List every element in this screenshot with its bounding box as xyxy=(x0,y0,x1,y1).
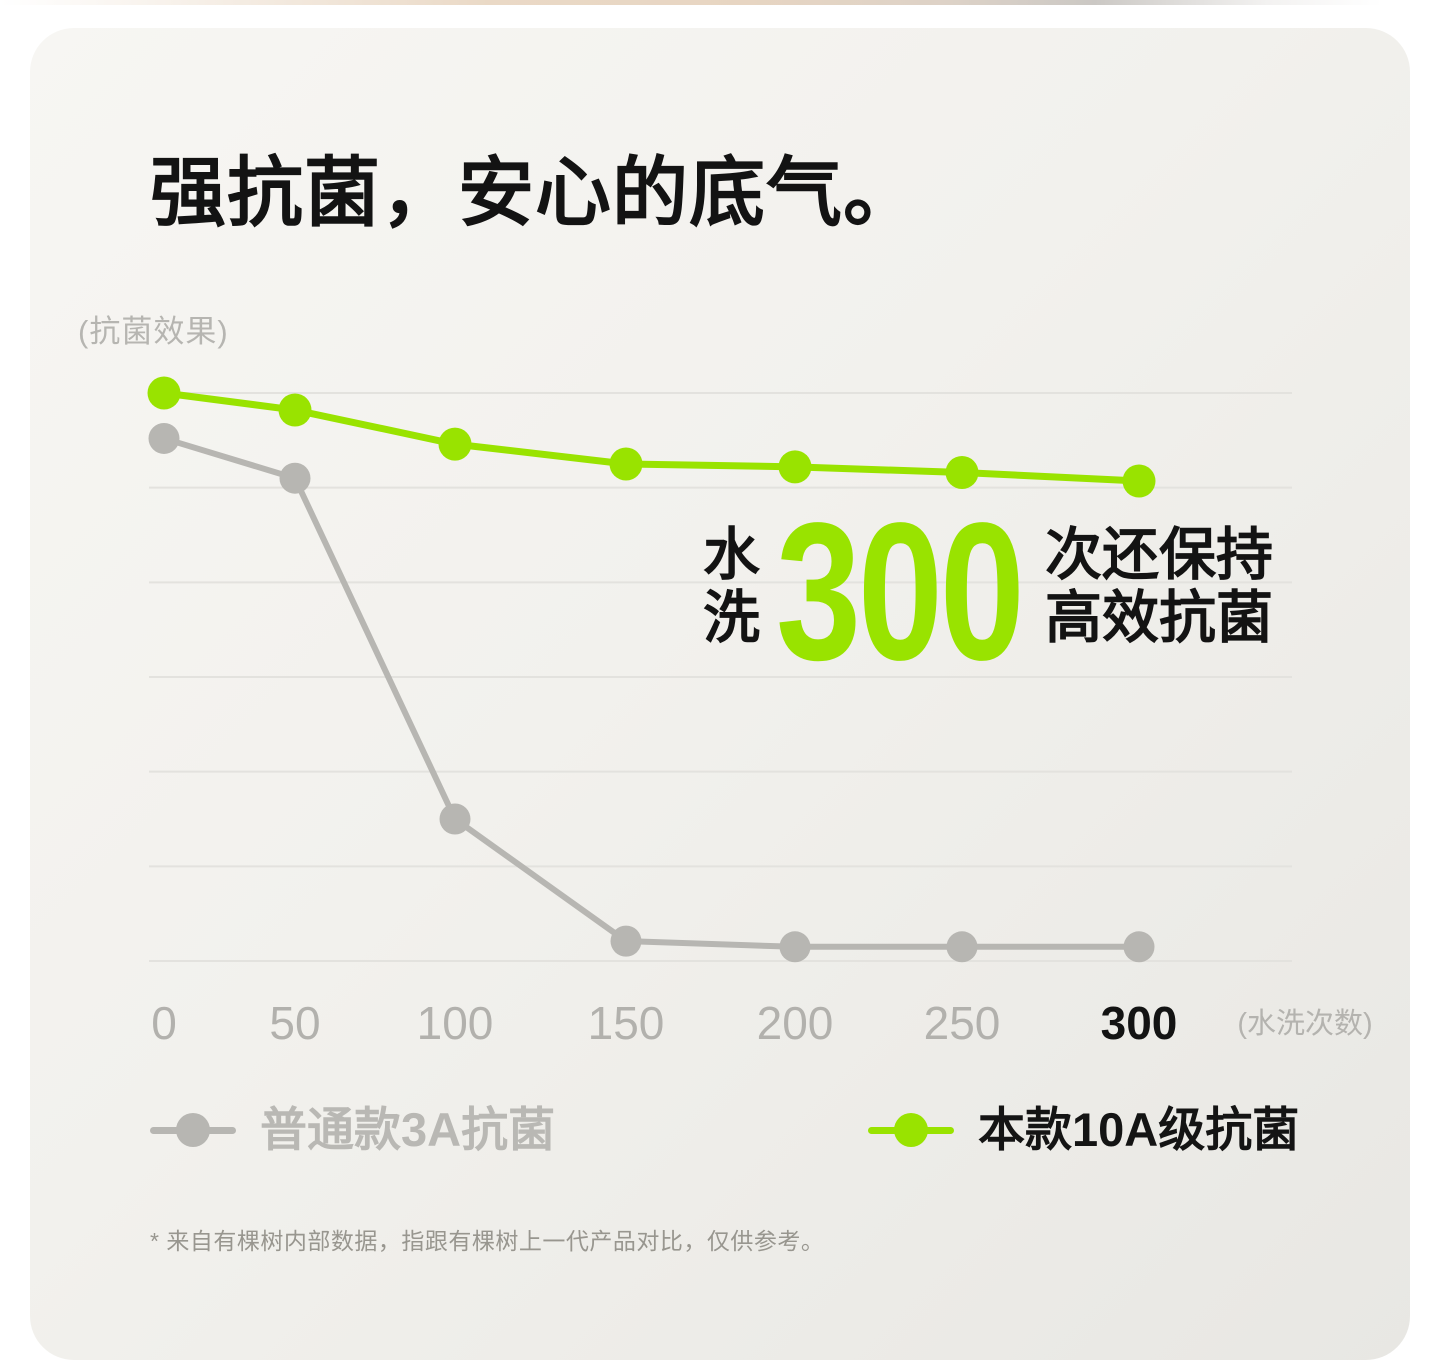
callout-right-text: 次还保持 高效抗菌 xyxy=(1045,522,1274,652)
page-title: 强抗菌，安心的底气。 xyxy=(150,151,920,236)
x-tick-label: 150 xyxy=(587,997,665,1049)
callout-right-line1: 次还保持 xyxy=(1045,522,1274,587)
x-tick-label: 100 xyxy=(416,997,494,1049)
x-tick-label: 250 xyxy=(923,997,1001,1049)
x-tick-label: 50 xyxy=(269,997,321,1049)
x-tick-label: 300 xyxy=(1100,997,1178,1049)
x-axis-unit: (水洗次数) xyxy=(1237,1008,1373,1040)
legend-dot-icon xyxy=(176,1113,210,1147)
data-point xyxy=(279,462,311,494)
data-point xyxy=(1123,931,1155,963)
callout-left-text: 水 洗 xyxy=(703,522,760,652)
callout-number: 300 xyxy=(776,482,1025,701)
data-point xyxy=(610,925,642,957)
data-point xyxy=(439,803,471,835)
data-point xyxy=(278,393,312,427)
callout-left-line1: 水 xyxy=(703,522,760,587)
callout-right-line2: 高效抗菌 xyxy=(1045,586,1274,651)
data-point xyxy=(148,422,180,454)
footnote: * 来自有棵树内部数据，指跟有棵树上一代产品对比，仅供参考。 xyxy=(150,1228,825,1254)
legend-marker-gray xyxy=(150,1105,236,1155)
x-tick-label: 0 xyxy=(151,997,177,1049)
legend-dot-icon xyxy=(894,1113,928,1147)
data-point xyxy=(779,931,811,963)
legend-marker-green xyxy=(868,1105,954,1155)
data-point xyxy=(946,931,978,963)
callout: 水 洗 300 次还保持 高效抗菌 xyxy=(703,482,1274,701)
data-point xyxy=(945,456,979,490)
callout-left-line2: 洗 xyxy=(703,586,760,651)
x-tick-label: 200 xyxy=(756,997,834,1049)
legend-item-premium: 本款10A级抗菌 xyxy=(868,1105,1299,1155)
top-decor-strip xyxy=(0,0,1440,5)
legend-label: 本款10A级抗菌 xyxy=(978,1103,1300,1156)
data-point xyxy=(438,427,472,461)
chart-card xyxy=(30,28,1410,1360)
data-point xyxy=(147,376,181,410)
legend-label: 普通款3A抗菌 xyxy=(260,1103,556,1156)
legend-item-ordinary: 普通款3A抗菌 xyxy=(150,1105,555,1155)
y-axis-label: (抗菌效果) xyxy=(78,314,229,349)
data-point xyxy=(609,447,643,481)
data-point xyxy=(1122,464,1156,498)
data-point xyxy=(778,450,812,484)
